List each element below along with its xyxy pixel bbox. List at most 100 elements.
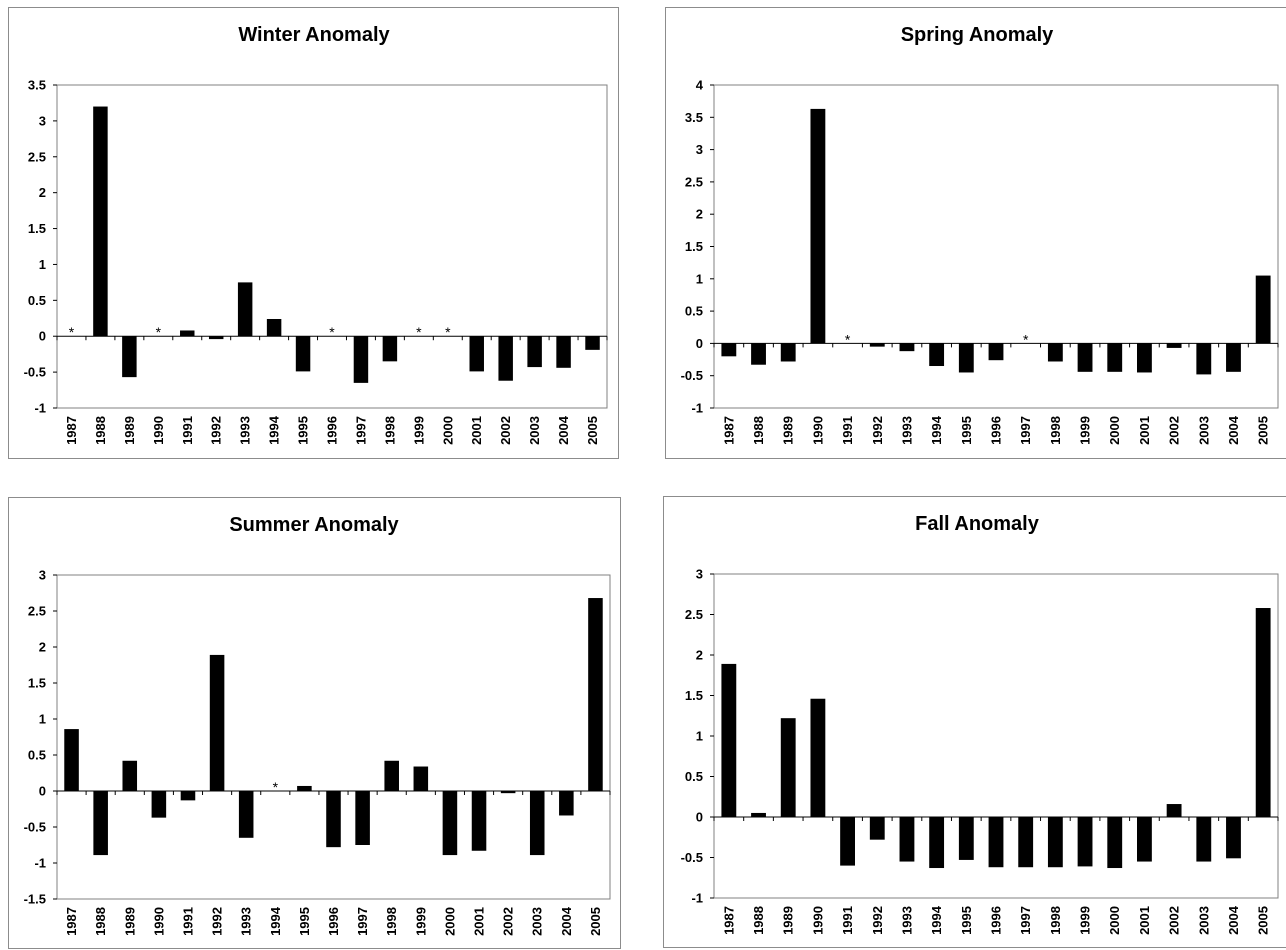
spring-anomaly-chart: Spring Anomaly -1 -0.5 0 0.5 1 1.5 2 2.5 3 3.5 4 * * 1… bbox=[665, 7, 1286, 459]
fall-xtick-label: 1995 bbox=[959, 906, 974, 935]
spring-xtick-label: 1988 bbox=[751, 416, 766, 445]
summer-xtick-label: 1992 bbox=[210, 907, 225, 936]
winter-ytick-label: 1.5 bbox=[28, 221, 46, 236]
fall-bar bbox=[1226, 817, 1241, 859]
summer-xtick-label: 1993 bbox=[239, 907, 254, 936]
fall-xtick-label: 1994 bbox=[929, 905, 944, 935]
winter-bar bbox=[469, 336, 484, 372]
winter-missing-marker: * bbox=[329, 324, 335, 340]
spring-xtick-label: 1994 bbox=[929, 415, 944, 445]
winter-anomaly-chart: Winter Anomaly -1 -0.5 0 0.5 1 1.5 2 2.5 3 3.5 * * * *… bbox=[8, 7, 619, 459]
summer-xtick-label: 1996 bbox=[326, 907, 341, 936]
winter-xtick-label: 1999 bbox=[411, 416, 426, 445]
summer-chart-title: Summer Anomaly bbox=[229, 514, 399, 536]
fall-anomaly-plot: Fall Anomaly -1 -0.5 0 0.5 1 1.5 2 2.5 3 1987 1988 1… bbox=[681, 513, 1279, 935]
fall-bar bbox=[958, 817, 974, 860]
spring-xtick-label: 1989 bbox=[781, 416, 796, 445]
spring-bar bbox=[1196, 343, 1212, 375]
winter-bar bbox=[353, 336, 369, 383]
summer-xtick-label: 1989 bbox=[122, 907, 137, 936]
spring-xtick-label: 2003 bbox=[1196, 416, 1211, 445]
winter-xtick-label: 1990 bbox=[151, 416, 166, 445]
winter-plot-frame bbox=[56, 84, 608, 409]
winter-anomaly-plot: Winter Anomaly -1 -0.5 0 0.5 1 1.5 2 2.5 3 3.5 * * * *… bbox=[24, 24, 608, 445]
winter-bar bbox=[208, 336, 224, 340]
winter-bar bbox=[266, 318, 282, 337]
winter-xtick-label: 2000 bbox=[440, 416, 455, 445]
spring-xtick-label: 1996 bbox=[989, 416, 1004, 445]
spring-xtick-label: 2004 bbox=[1226, 415, 1241, 445]
spring-xtick-label: 1992 bbox=[870, 416, 885, 445]
summer-bar bbox=[238, 791, 254, 838]
spring-chart-title: Spring Anomaly bbox=[901, 24, 1054, 46]
summer-bar bbox=[151, 791, 167, 818]
summer-ytick-label: 3 bbox=[39, 568, 46, 583]
winter-xtick-label: 2004 bbox=[556, 415, 571, 445]
winter-xtick-label: 1996 bbox=[325, 416, 340, 445]
summer-bar bbox=[209, 654, 225, 791]
fall-bar bbox=[1255, 608, 1271, 817]
winter-xtick-label: 2003 bbox=[527, 416, 542, 445]
winter-xtick-label: 1989 bbox=[122, 416, 137, 445]
winter-xtick-label: 2002 bbox=[498, 416, 513, 445]
summer-xtick-label: 1991 bbox=[180, 907, 195, 936]
winter-bar bbox=[382, 336, 398, 362]
spring-bar bbox=[988, 343, 1004, 361]
spring-ytick-label: 0.5 bbox=[685, 304, 703, 319]
fall-bar bbox=[1196, 817, 1212, 862]
fall-bar bbox=[840, 817, 855, 866]
spring-missing-marker: * bbox=[1023, 331, 1029, 347]
fall-xtick-label: 1988 bbox=[751, 906, 766, 935]
spring-bar bbox=[929, 343, 945, 367]
fall-ytick-label: 1.5 bbox=[685, 688, 703, 703]
spring-xtick-label: 2002 bbox=[1167, 416, 1182, 445]
spring-missing-marker: * bbox=[845, 331, 851, 347]
winter-ytick-label: 1 bbox=[39, 257, 46, 272]
spring-xtick-label: 1997 bbox=[1018, 416, 1033, 445]
spring-xtick-label: 1995 bbox=[959, 416, 974, 445]
spring-bar bbox=[1226, 343, 1241, 372]
fall-ytick-label: -0.5 bbox=[681, 850, 703, 865]
spring-bar bbox=[1047, 343, 1063, 362]
fall-bar bbox=[899, 817, 915, 862]
fall-bar bbox=[1077, 817, 1093, 867]
winter-ytick-label: -1 bbox=[34, 401, 46, 416]
summer-ytick-label: -0.5 bbox=[24, 820, 46, 835]
fall-ytick-label: 3 bbox=[696, 567, 703, 582]
spring-ytick-label: 1.5 bbox=[685, 239, 703, 254]
spring-bar bbox=[780, 343, 796, 362]
spring-bar bbox=[958, 343, 974, 373]
winter-xtick-label: 1987 bbox=[64, 416, 79, 445]
fall-bar bbox=[751, 812, 766, 817]
spring-ytick-label: 2 bbox=[696, 207, 703, 222]
summer-ytick-label: -1.5 bbox=[24, 892, 46, 907]
summer-xtick-label: 2004 bbox=[559, 906, 574, 936]
fall-xtick-label: 2005 bbox=[1256, 906, 1271, 935]
summer-bar bbox=[500, 791, 516, 794]
summer-xtick-label: 1998 bbox=[384, 907, 399, 936]
spring-ytick-label: 0 bbox=[696, 336, 703, 351]
summer-xtick-label: 1990 bbox=[151, 907, 166, 936]
summer-xtick-label: 1987 bbox=[64, 907, 79, 936]
fall-bar bbox=[780, 718, 796, 817]
spring-bar bbox=[1077, 343, 1093, 372]
winter-bar bbox=[237, 282, 253, 337]
spring-xtick-label: 1990 bbox=[810, 416, 825, 445]
winter-ytick-label: 0 bbox=[39, 329, 46, 344]
fall-chart-title: Fall Anomaly bbox=[915, 513, 1040, 535]
fall-ytick-label: 2.5 bbox=[685, 607, 703, 622]
summer-bar bbox=[355, 791, 370, 845]
fall-xtick-label: 1996 bbox=[989, 906, 1004, 935]
winter-ytick-label: 2.5 bbox=[28, 149, 46, 164]
fall-bar bbox=[810, 698, 826, 817]
spring-xtick-label: 2000 bbox=[1107, 416, 1122, 445]
spring-anomaly-plot: Spring Anomaly -1 -0.5 0 0.5 1 1.5 2 2.5 3 3.5 4 * * 1… bbox=[681, 24, 1279, 445]
fall-xtick-label: 2003 bbox=[1196, 906, 1211, 935]
fall-bar bbox=[1047, 817, 1063, 868]
summer-bar bbox=[297, 785, 312, 791]
spring-xtick-label: 1999 bbox=[1078, 416, 1093, 445]
summer-ytick-label: 1.5 bbox=[28, 676, 46, 691]
summer-xtick-label: 2003 bbox=[530, 907, 545, 936]
winter-ytick-label: 3.5 bbox=[28, 78, 46, 93]
summer-bar bbox=[442, 791, 458, 856]
